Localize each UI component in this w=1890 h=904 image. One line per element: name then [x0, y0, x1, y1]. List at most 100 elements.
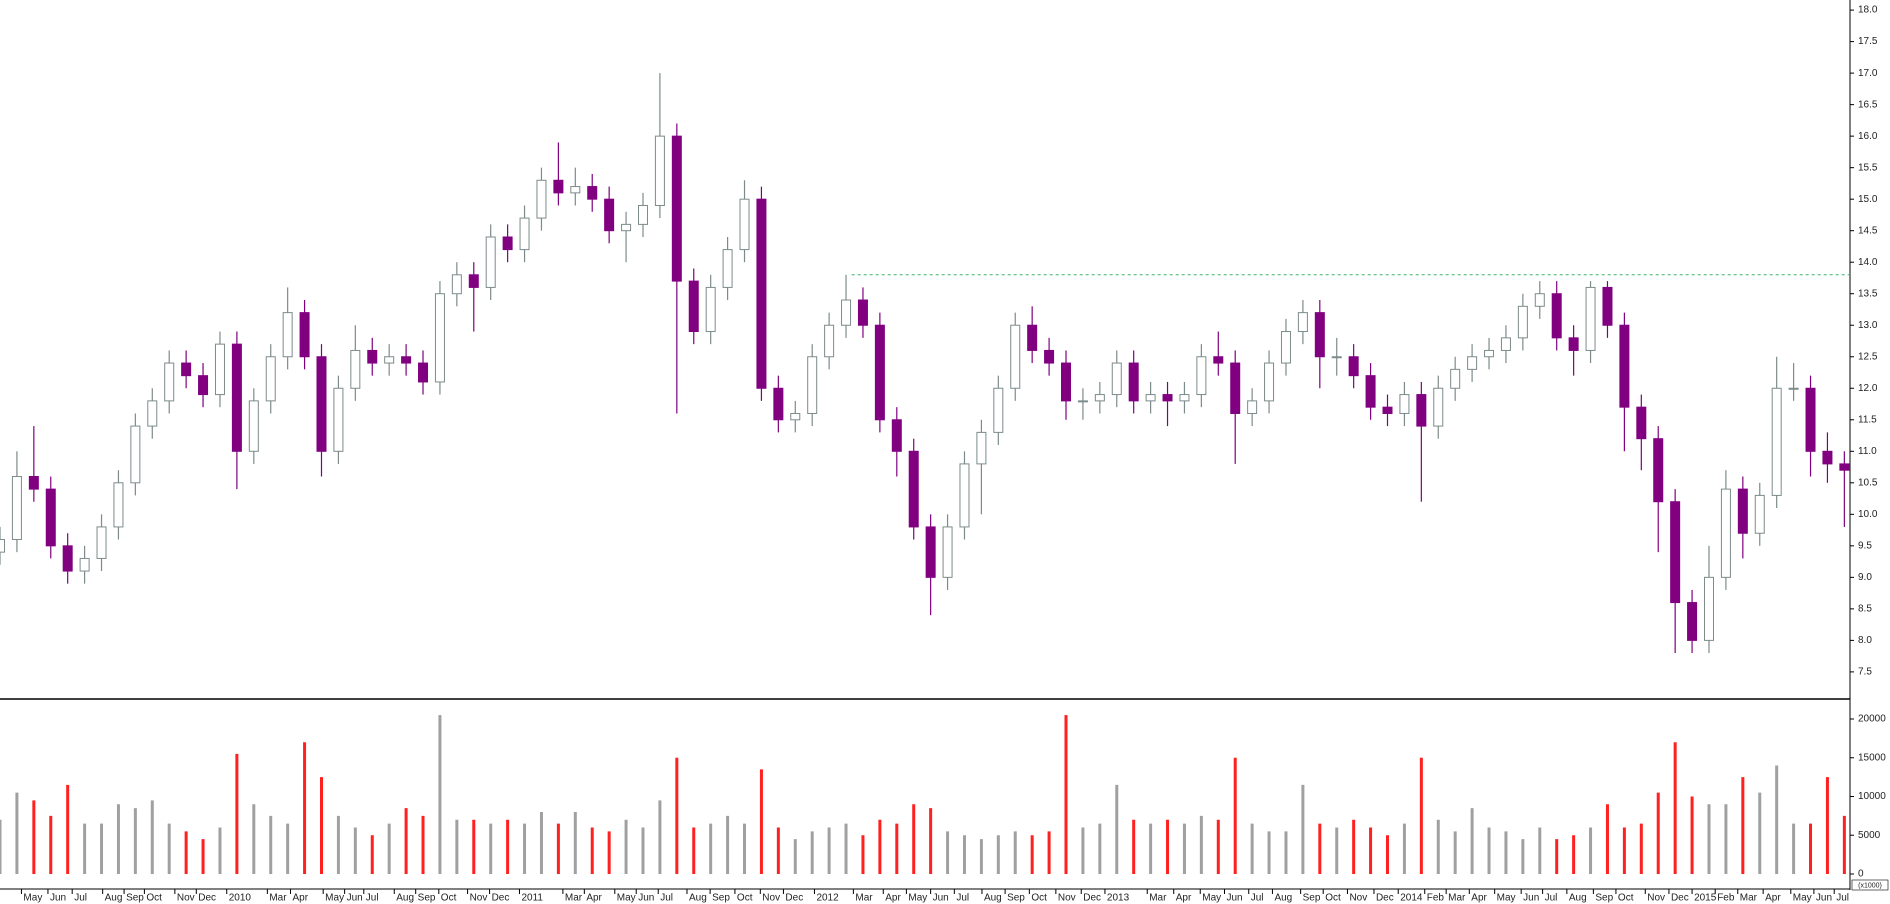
volume-bar	[895, 823, 899, 874]
x-tick-label: Apr	[1176, 893, 1192, 904]
y-tick-label: 13.0	[1858, 320, 1878, 331]
volume-bar	[641, 827, 645, 874]
x-tick-label: Sep	[126, 893, 144, 904]
unit-label: (x1000)	[1858, 882, 1882, 889]
volume-bar	[1758, 792, 1762, 874]
candle-body	[181, 362, 192, 377]
x-tick-label: Dec	[1376, 893, 1394, 904]
y-tick-label: 11.0	[1858, 446, 1877, 457]
y-tick-label: 9.0	[1858, 572, 1872, 583]
candle-body	[1619, 324, 1630, 408]
x-tick-label: Aug	[105, 893, 123, 904]
unit-box	[1851, 879, 1889, 891]
volume-bar	[15, 792, 19, 874]
y-tick-label: 5000	[1858, 830, 1881, 841]
candle-body	[1754, 494, 1765, 534]
candle-body	[857, 299, 868, 326]
x-tick-label: Nov	[762, 893, 780, 904]
candle-body	[841, 299, 852, 326]
candle-body	[874, 324, 885, 421]
volume-bar	[0, 819, 2, 874]
volume-bar	[438, 715, 442, 874]
volume-bar	[472, 819, 476, 874]
candle-body	[1636, 406, 1647, 440]
candle-body	[688, 280, 699, 333]
x-tick-label: Aug	[1274, 893, 1292, 904]
candle-body	[790, 412, 801, 421]
volume-bar	[1352, 819, 1356, 874]
volume-bar	[1436, 819, 1440, 874]
volume-bar	[1622, 827, 1626, 874]
volume-bar	[1182, 823, 1186, 874]
volume-bar	[1047, 831, 1051, 874]
candle-body	[1077, 400, 1088, 403]
x-tick-label: Oct	[737, 893, 753, 904]
candle-body	[1010, 324, 1021, 389]
candle-body	[1450, 368, 1461, 389]
volume-bar	[1369, 827, 1373, 874]
x-tick-label: Sep	[418, 893, 436, 904]
y-tick-label: 16.0	[1858, 131, 1878, 142]
y-tick-label: 20000	[1858, 714, 1886, 725]
x-tick-label: Jun	[1226, 893, 1242, 904]
candle-body	[62, 545, 73, 572]
y-tick-label: 10.0	[1858, 509, 1878, 520]
candle-body	[434, 293, 445, 383]
volume-bar	[1842, 815, 1846, 874]
x-tick-label: Mar	[1740, 893, 1758, 904]
candle-body	[11, 476, 22, 541]
x-tick-label: Jul	[956, 893, 969, 904]
x-tick-label: 2010	[229, 893, 252, 904]
volume-bar	[607, 831, 611, 874]
x-tick-label: Aug	[689, 893, 707, 904]
y-tick-label: 7.5	[1858, 667, 1872, 678]
candle-body	[231, 343, 242, 452]
volume-bar	[1081, 827, 1085, 874]
candle-body	[367, 349, 378, 364]
x-tick-label: Jun	[347, 893, 363, 904]
candle-body	[1822, 450, 1833, 465]
candle-body	[1670, 501, 1681, 604]
candle-body	[570, 186, 581, 194]
candle-body	[1839, 463, 1850, 471]
candle-body	[1365, 375, 1376, 408]
candle-body	[1484, 349, 1495, 358]
candle-body	[265, 356, 276, 402]
x-tick-label: Dec	[1083, 893, 1101, 904]
volume-bar	[1707, 804, 1711, 874]
volume-bar	[1419, 757, 1423, 874]
x-tick-label: May	[617, 893, 636, 904]
candle-body	[299, 312, 310, 358]
volume-bar	[1098, 823, 1102, 874]
candle-body	[282, 312, 293, 358]
x-tick-label: Jun	[1523, 893, 1539, 904]
candle-body	[1111, 362, 1122, 396]
candle-body	[214, 343, 225, 396]
volume-bar	[979, 839, 983, 874]
candle-body	[1094, 394, 1105, 402]
candle-body	[384, 356, 395, 364]
y-tick-label: 10.5	[1858, 477, 1878, 488]
x-tick-label: Oct	[146, 893, 162, 904]
candle-body	[536, 179, 547, 219]
volume-bar	[387, 823, 391, 874]
volume-bar	[1487, 827, 1491, 874]
volume-bar	[861, 835, 865, 874]
candle-body	[79, 557, 90, 572]
y-tick-label: 15000	[1858, 752, 1886, 763]
candle-body	[993, 387, 1004, 433]
volume-bar	[624, 819, 628, 874]
volume-bar	[1572, 835, 1576, 874]
volume-bar	[1673, 742, 1677, 874]
x-tick-label: May	[1497, 893, 1516, 904]
y-tick-label: 16.5	[1858, 99, 1878, 110]
y-tick-label: 15.0	[1858, 194, 1878, 205]
candle-body	[1551, 293, 1562, 339]
volume-bar	[1216, 819, 1220, 874]
volume-bar	[962, 835, 966, 874]
x-tick-label: Aug	[1569, 893, 1587, 904]
volume-bar	[996, 835, 1000, 874]
candle-body	[553, 179, 564, 194]
candle-body	[519, 217, 530, 251]
volume-bar	[1504, 831, 1508, 874]
